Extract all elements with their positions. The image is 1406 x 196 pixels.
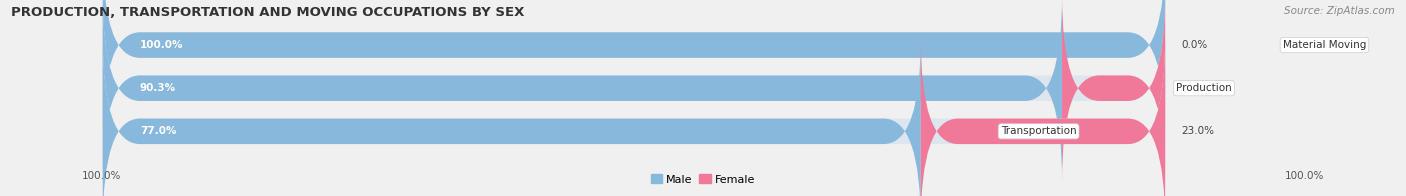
Text: Material Moving: Material Moving bbox=[1282, 40, 1367, 50]
FancyBboxPatch shape bbox=[103, 0, 1166, 182]
Text: 9.7%: 9.7% bbox=[1181, 83, 1208, 93]
Text: Production: Production bbox=[1175, 83, 1232, 93]
FancyBboxPatch shape bbox=[103, 0, 1166, 139]
FancyBboxPatch shape bbox=[103, 38, 921, 196]
FancyBboxPatch shape bbox=[921, 38, 1166, 196]
Text: 90.3%: 90.3% bbox=[141, 83, 176, 93]
FancyBboxPatch shape bbox=[1062, 0, 1166, 182]
FancyBboxPatch shape bbox=[103, 0, 1062, 182]
Text: 23.0%: 23.0% bbox=[1181, 126, 1213, 136]
Legend: Male, Female: Male, Female bbox=[647, 170, 759, 189]
FancyBboxPatch shape bbox=[103, 38, 1166, 196]
Text: 100.0%: 100.0% bbox=[1285, 171, 1324, 181]
Text: 0.0%: 0.0% bbox=[1181, 40, 1208, 50]
Text: 77.0%: 77.0% bbox=[141, 126, 177, 136]
Text: 100.0%: 100.0% bbox=[82, 171, 121, 181]
Text: 100.0%: 100.0% bbox=[141, 40, 183, 50]
FancyBboxPatch shape bbox=[103, 0, 1166, 139]
Text: Transportation: Transportation bbox=[1001, 126, 1077, 136]
Text: PRODUCTION, TRANSPORTATION AND MOVING OCCUPATIONS BY SEX: PRODUCTION, TRANSPORTATION AND MOVING OC… bbox=[11, 6, 524, 19]
Text: Source: ZipAtlas.com: Source: ZipAtlas.com bbox=[1284, 6, 1395, 16]
